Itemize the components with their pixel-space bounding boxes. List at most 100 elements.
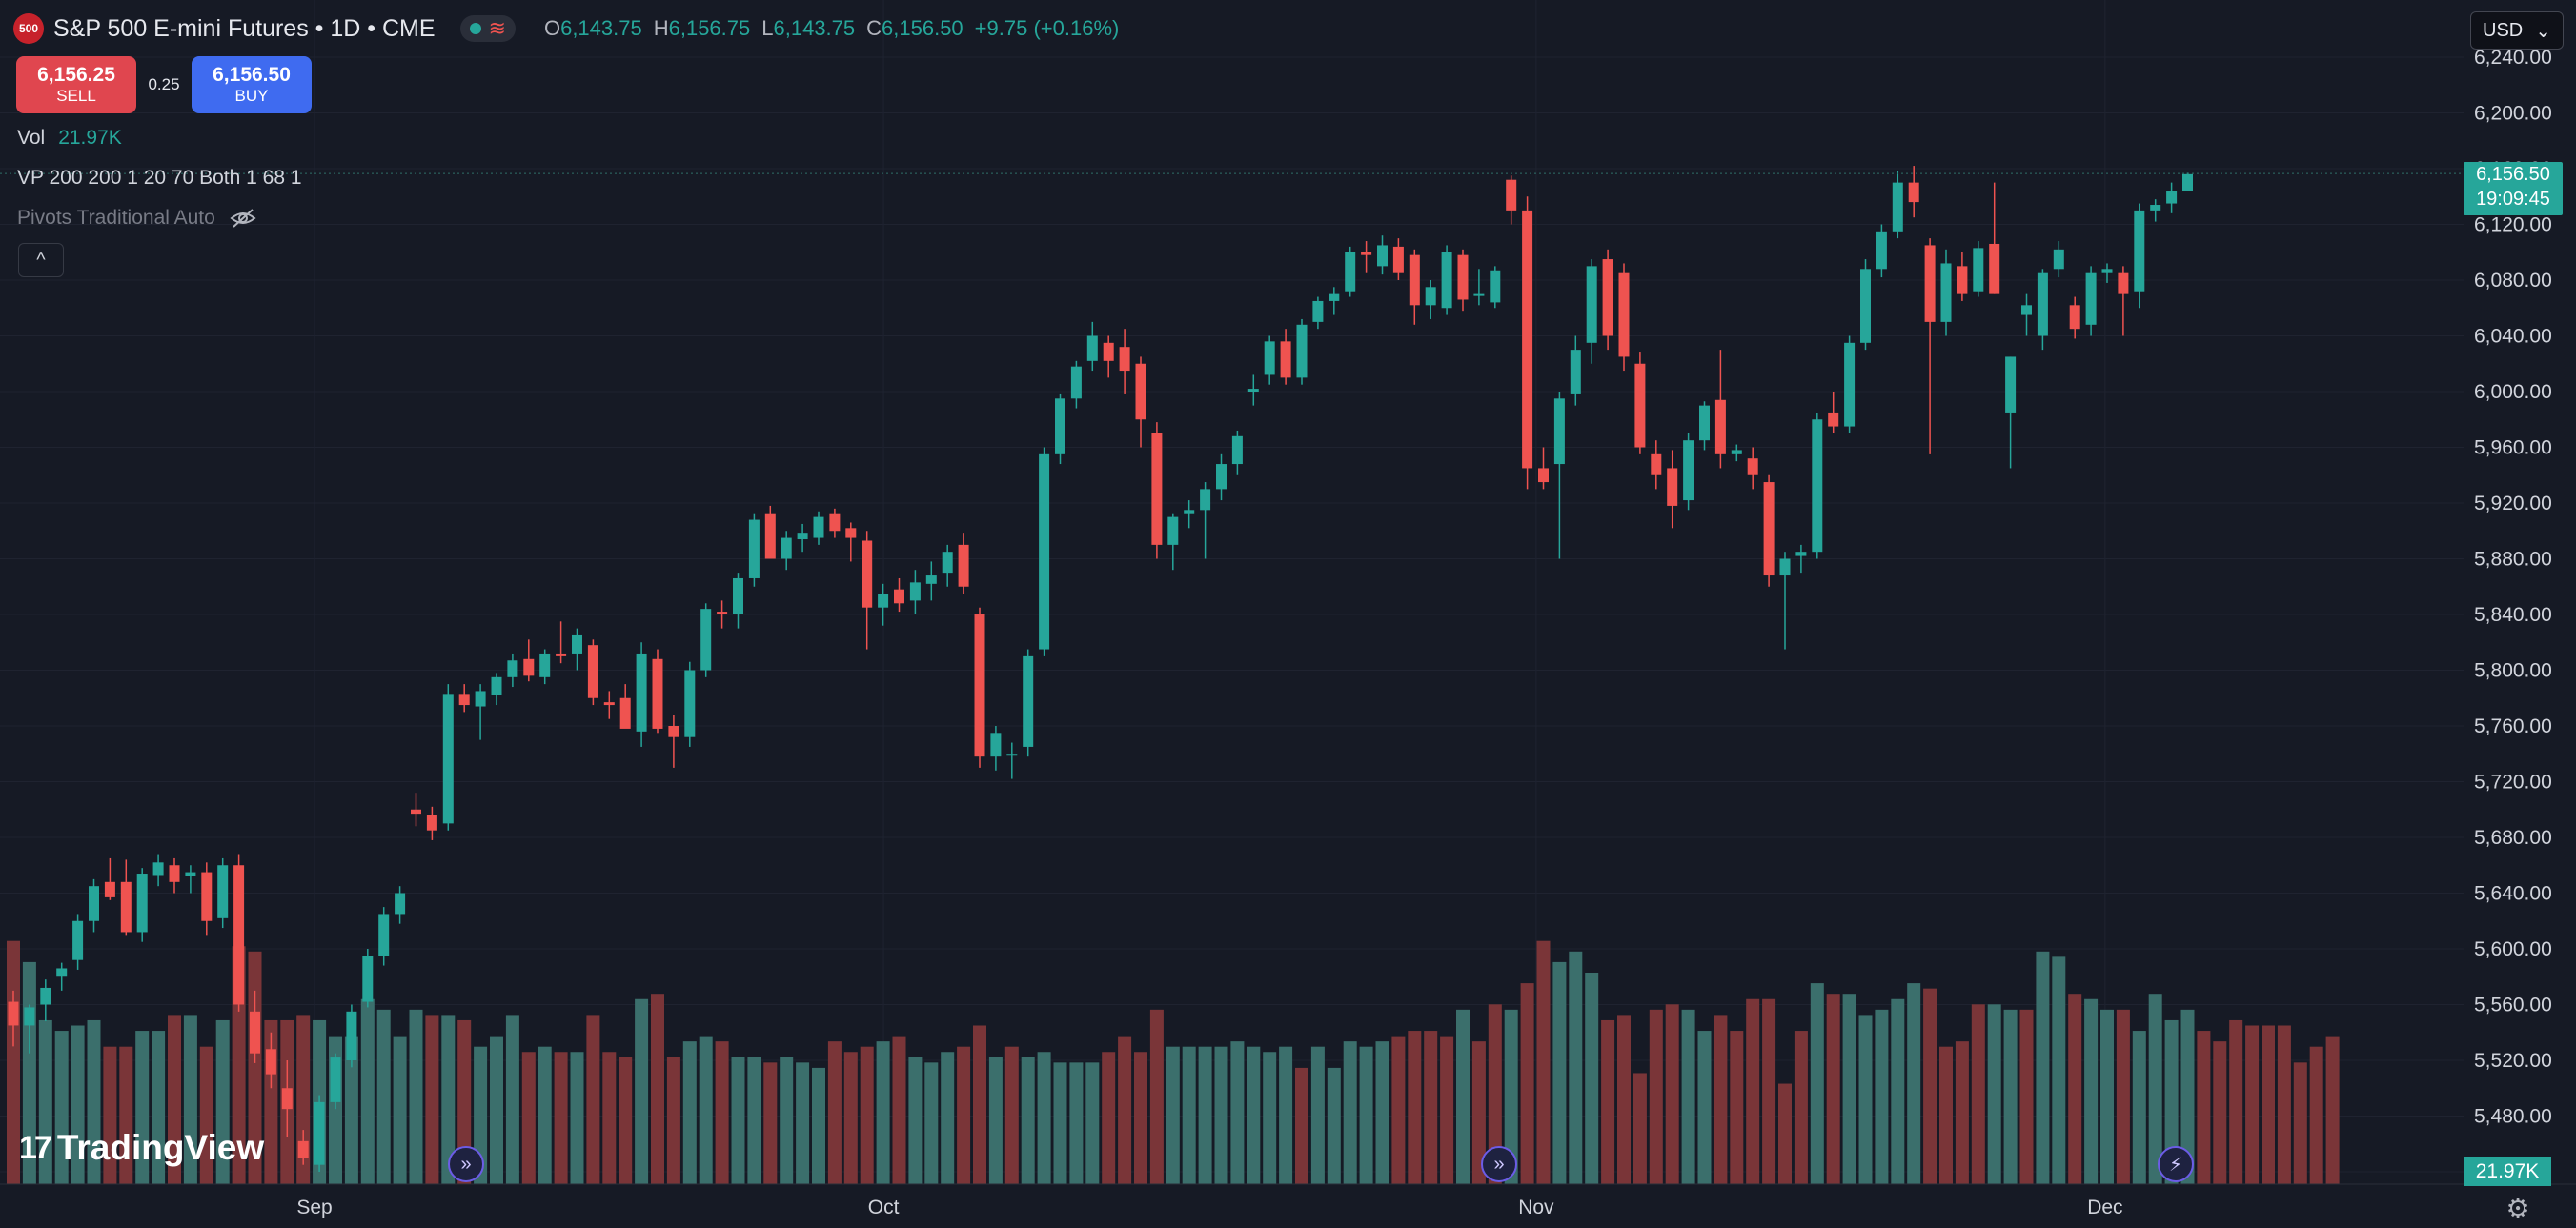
candle[interactable] xyxy=(1667,450,1678,529)
candle[interactable] xyxy=(781,531,792,571)
candle[interactable] xyxy=(1377,235,1388,275)
candle[interactable] xyxy=(2069,296,2080,339)
candle[interactable] xyxy=(990,726,1002,771)
candle[interactable] xyxy=(1023,649,1034,757)
candle[interactable] xyxy=(395,886,406,924)
candle[interactable] xyxy=(1602,249,1613,351)
candle[interactable] xyxy=(1506,175,1517,225)
candle[interactable] xyxy=(1570,335,1581,406)
candle[interactable] xyxy=(1167,513,1179,571)
candle[interactable] xyxy=(1763,474,1775,587)
candle[interactable] xyxy=(507,653,518,688)
candle[interactable] xyxy=(1586,259,1597,364)
candle[interactable] xyxy=(1731,444,1742,462)
candle[interactable] xyxy=(1184,500,1195,529)
candle[interactable] xyxy=(1989,182,2000,294)
candle[interactable] xyxy=(1538,447,1549,490)
earnings-lightning-icon[interactable]: ⚡ xyxy=(2158,1146,2194,1182)
vp-indicator-legend[interactable]: VP 200 200 1 20 70 Both 1 68 1 xyxy=(17,167,302,189)
candle[interactable] xyxy=(619,684,631,729)
candle[interactable] xyxy=(1973,241,1984,297)
candle[interactable] xyxy=(829,508,841,538)
candle[interactable] xyxy=(40,979,51,1022)
candle[interactable] xyxy=(845,522,857,562)
volume-indicator-legend[interactable]: Vol 21.97K xyxy=(17,127,122,149)
currency-select[interactable]: USD ⌄ xyxy=(2470,11,2564,50)
candle[interactable] xyxy=(1924,238,1936,454)
candle[interactable] xyxy=(297,1130,309,1165)
candle[interactable] xyxy=(346,1004,357,1068)
candle[interactable] xyxy=(120,859,132,936)
candle[interactable] xyxy=(2134,203,2145,309)
candle[interactable] xyxy=(1264,335,1275,385)
candle[interactable] xyxy=(1618,263,1630,372)
candle[interactable] xyxy=(2005,356,2017,469)
candle[interactable] xyxy=(1055,393,1065,465)
pivots-indicator-legend[interactable]: Pivots Traditional Auto xyxy=(17,207,257,230)
candle[interactable] xyxy=(152,854,164,887)
candle[interactable] xyxy=(1441,245,1452,315)
candle[interactable] xyxy=(539,649,551,685)
candle[interactable] xyxy=(733,573,743,629)
candle[interactable] xyxy=(265,1032,276,1089)
symbol-title[interactable]: S&P 500 E-mini Futures • 1D • CME xyxy=(53,14,436,42)
candle[interactable] xyxy=(378,907,390,966)
candle[interactable] xyxy=(491,673,502,706)
candle[interactable] xyxy=(862,531,873,650)
candle[interactable] xyxy=(1296,318,1308,385)
candle[interactable] xyxy=(717,600,728,629)
candle[interactable] xyxy=(426,806,437,840)
candle[interactable] xyxy=(684,661,696,747)
candle[interactable] xyxy=(652,649,663,734)
candle[interactable] xyxy=(1699,401,1710,451)
event-marker-icon[interactable]: » xyxy=(448,1146,484,1182)
candle[interactable] xyxy=(764,505,776,559)
chart-settings-gear-icon[interactable]: ⚙ xyxy=(2505,1194,2530,1223)
candle[interactable] xyxy=(1473,269,1485,306)
candle[interactable] xyxy=(1779,552,1791,650)
candle[interactable] xyxy=(330,1053,341,1110)
candle[interactable] xyxy=(136,868,148,942)
time-axis[interactable]: SepOctNovDec2025FebMar xyxy=(296,1197,2576,1218)
candle[interactable] xyxy=(1280,329,1291,385)
candle[interactable] xyxy=(1876,224,1887,278)
event-marker-icon[interactable]: » xyxy=(1481,1146,1517,1182)
candle[interactable] xyxy=(958,533,969,594)
candle[interactable] xyxy=(700,603,712,677)
candle[interactable] xyxy=(1119,329,1130,394)
candle[interactable] xyxy=(2037,269,2048,351)
candle[interactable] xyxy=(1490,266,1501,309)
candle[interactable] xyxy=(185,865,196,894)
candle[interactable] xyxy=(250,990,260,1063)
candle[interactable] xyxy=(475,684,486,740)
candle[interactable] xyxy=(2182,172,2193,191)
candle[interactable] xyxy=(925,561,937,601)
candle[interactable] xyxy=(2021,293,2032,336)
candle[interactable] xyxy=(2118,266,2129,336)
candle[interactable] xyxy=(1795,544,1807,574)
candle[interactable] xyxy=(233,854,245,1012)
candle[interactable] xyxy=(1747,447,1758,490)
candle[interactable] xyxy=(1860,259,1871,351)
candle[interactable] xyxy=(1553,392,1565,559)
candle[interactable] xyxy=(1940,249,1952,336)
candle[interactable] xyxy=(748,513,760,587)
candle[interactable] xyxy=(1312,296,1324,330)
candle[interactable] xyxy=(603,691,615,719)
candle[interactable] xyxy=(1039,447,1050,656)
candle[interactable] xyxy=(281,1060,293,1137)
tradingview-logo[interactable]: 17 TradingView xyxy=(19,1128,265,1167)
candle[interactable] xyxy=(1231,430,1243,475)
candle[interactable] xyxy=(442,684,454,831)
candle[interactable] xyxy=(1247,374,1259,406)
candle[interactable] xyxy=(411,793,421,827)
candle[interactable] xyxy=(458,684,470,713)
candle[interactable] xyxy=(878,583,889,626)
candle[interactable] xyxy=(1200,482,1211,559)
candle[interactable] xyxy=(362,949,374,1008)
candle[interactable] xyxy=(2053,241,2064,278)
candle[interactable] xyxy=(668,715,679,768)
candle[interactable] xyxy=(56,962,68,991)
candle[interactable] xyxy=(1683,433,1694,511)
